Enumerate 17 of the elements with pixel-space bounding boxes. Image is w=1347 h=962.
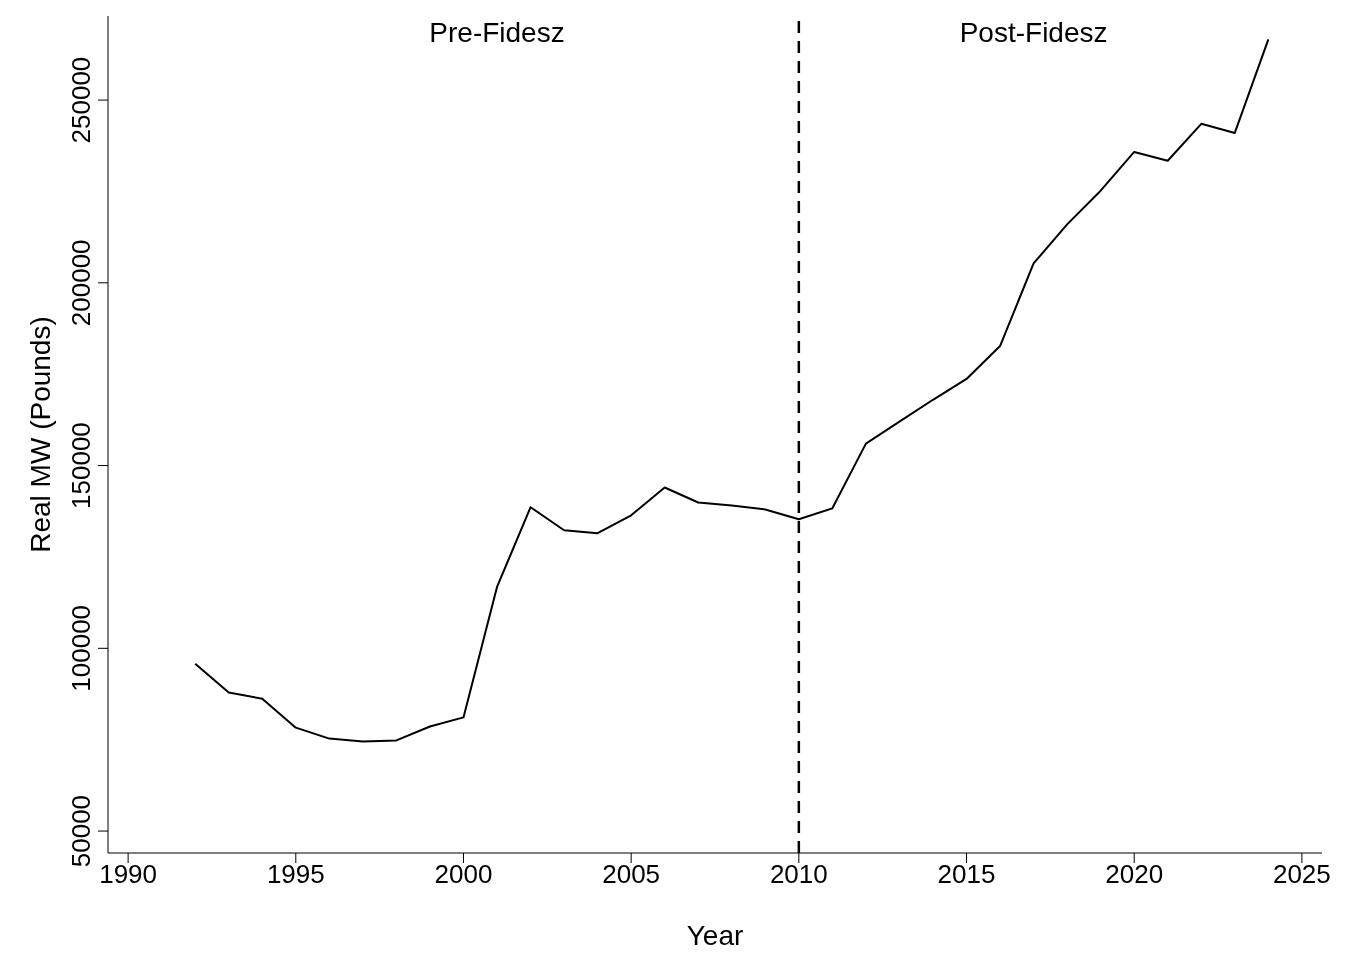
x-tick-label: 2025 [1272,859,1331,890]
x-axis-title: Year [686,919,744,951]
y-tick-label: 50000 [66,794,96,868]
y-tick-label: 200000 [66,239,96,327]
x-tick-label: 2005 [602,859,661,890]
x-tick-label: 2010 [769,859,828,890]
x-tick-label: 2000 [434,859,493,890]
y-tick-label: 150000 [66,422,96,509]
x-tick-label: 2020 [1105,859,1164,890]
x-tick-label: 2015 [937,859,996,890]
y-axis-title: Real MW (Pounds) [24,316,56,553]
x-tick-label: 1995 [266,859,325,890]
annotation: Post-Fidesz [959,16,1108,48]
y-tick-label: 250000 [66,56,96,144]
y-tick-label: 100000 [66,604,96,692]
annotation: Pre-Fidesz [429,16,565,48]
x-tick-label: 1990 [99,859,158,890]
